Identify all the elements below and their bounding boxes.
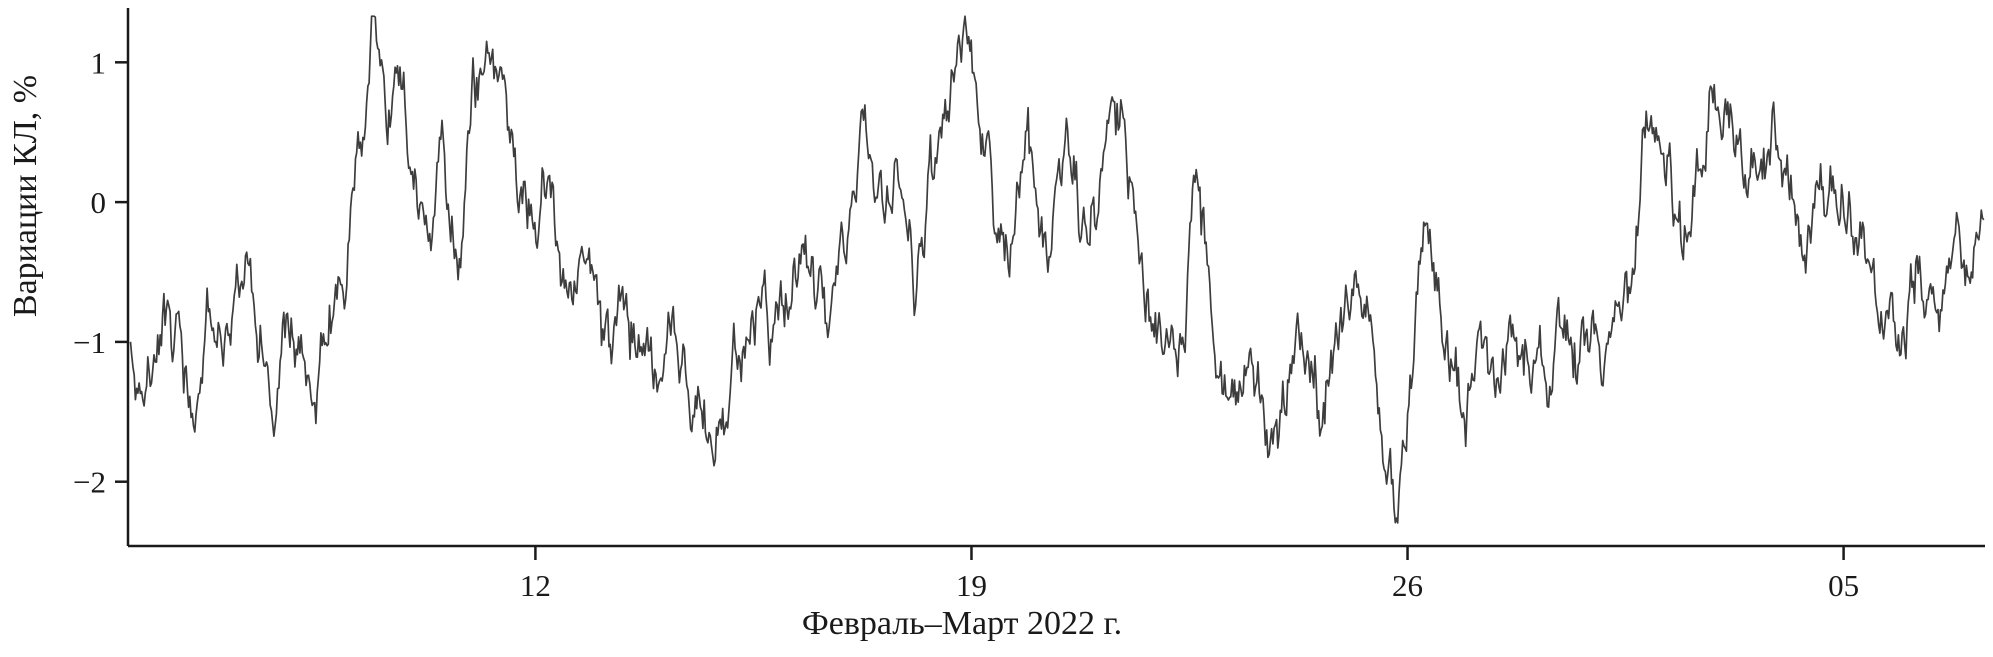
y-tick-label: −1 [73,325,106,360]
x-tick-label: 26 [1392,568,1423,603]
y-tick-label: 0 [91,185,107,220]
x-axis-title: Февраль–Март 2022 г. [802,605,1122,642]
y-tick-label: −2 [73,465,106,500]
x-tick-label: 12 [520,568,551,603]
y-tick-label: 1 [91,45,107,80]
x-tick-label: 05 [1828,568,1859,603]
data-series-line [129,15,1985,524]
plot-area [129,15,1985,524]
y-axis-title: Вариации КЛ, % [7,75,44,317]
x-tick-label: 19 [956,568,987,603]
axes: 1 0 −1 −2 12 19 26 05 [73,8,1985,603]
